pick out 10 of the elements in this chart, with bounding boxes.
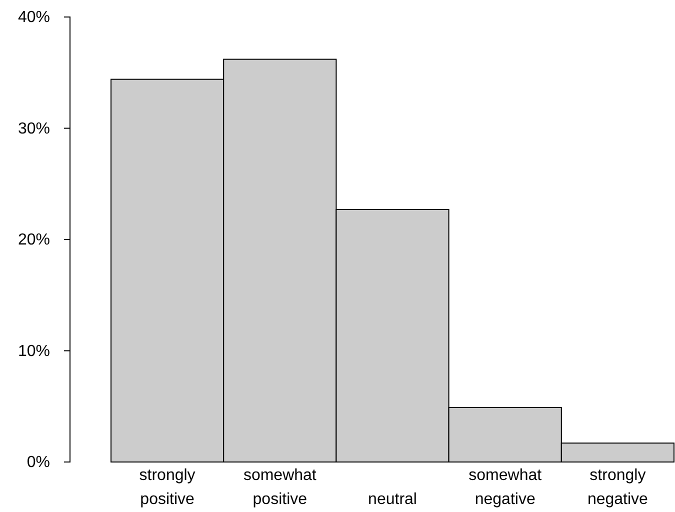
- y-tick-label: 30%: [18, 120, 50, 138]
- x-tick-label: strongly positive: [139, 467, 196, 508]
- x-tick-label: strongly negative: [587, 467, 648, 508]
- x-tick-label: neutral: [368, 491, 417, 508]
- x-tick-label: somewhat negative: [468, 467, 542, 508]
- y-tick-label: 20%: [18, 232, 50, 249]
- y-tick-label: 0%: [26, 454, 50, 472]
- y-tick-label: 10%: [18, 342, 50, 360]
- y-tick-label: 40%: [18, 9, 50, 26]
- x-tick-label: somewhat positive: [243, 467, 317, 508]
